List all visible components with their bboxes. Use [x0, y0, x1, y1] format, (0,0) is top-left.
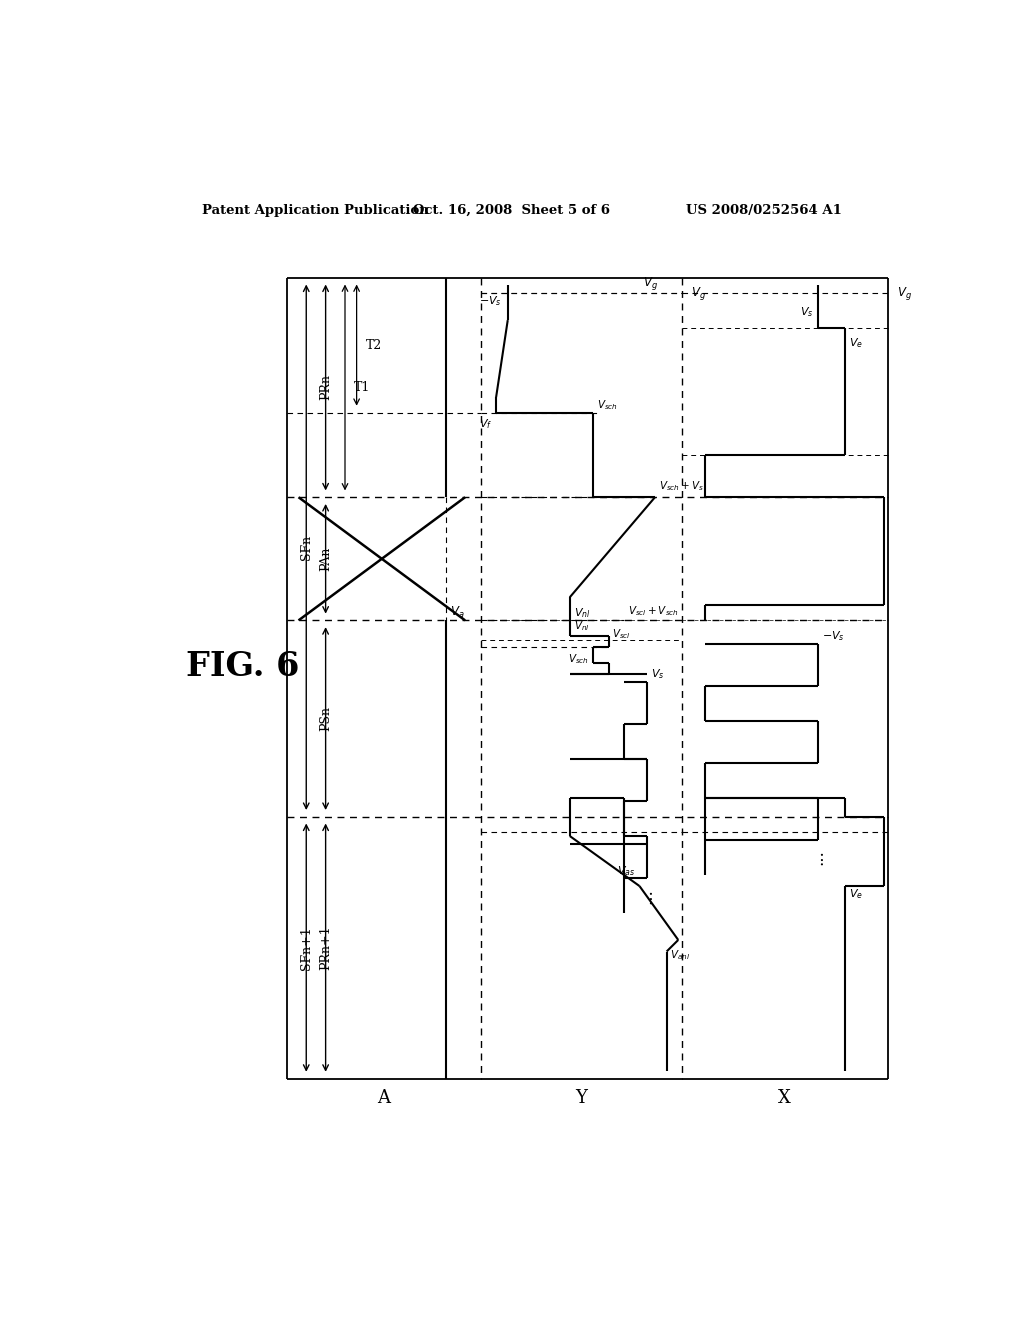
Text: $V_g$: $V_g$ — [643, 276, 658, 293]
Text: $V_{nl}$: $V_{nl}$ — [573, 606, 590, 619]
Text: $V_{sch}$: $V_{sch}$ — [597, 397, 617, 412]
Text: $V_{nl}$: $V_{nl}$ — [573, 619, 589, 634]
Text: $V_s$: $V_s$ — [801, 305, 814, 319]
Text: Oct. 16, 2008  Sheet 5 of 6: Oct. 16, 2008 Sheet 5 of 6 — [414, 205, 610, 218]
Text: FIG. 6: FIG. 6 — [186, 651, 299, 684]
Text: $V_s$: $V_s$ — [651, 668, 665, 681]
Text: PRn+1: PRn+1 — [319, 925, 332, 970]
Text: $V_e$: $V_e$ — [849, 887, 863, 900]
Text: $V_g$: $V_g$ — [691, 285, 707, 302]
Text: $V_{scl}$: $V_{scl}$ — [612, 627, 631, 642]
Text: $V_{sch}+V_s$: $V_{sch}+V_s$ — [658, 479, 705, 492]
Text: $V_{sch}$: $V_{sch}$ — [568, 652, 589, 665]
Text: SFn: SFn — [300, 535, 312, 560]
Text: PRn: PRn — [319, 375, 332, 400]
Text: SFn+1: SFn+1 — [300, 925, 312, 969]
Text: Patent Application Publication: Patent Application Publication — [202, 205, 428, 218]
Text: $V_a$: $V_a$ — [450, 605, 464, 620]
Text: A: A — [377, 1089, 390, 1106]
Text: $-V_s$: $-V_s$ — [821, 628, 845, 643]
Text: $V_f$: $V_f$ — [479, 417, 493, 430]
Text: $V_{as}$: $V_{as}$ — [617, 863, 636, 878]
Text: $V_e$: $V_e$ — [849, 337, 863, 350]
Text: $V_{anl}$: $V_{anl}$ — [671, 949, 690, 962]
Text: T2: T2 — [366, 339, 382, 351]
Text: PSn: PSn — [319, 706, 332, 731]
Text: ...: ... — [809, 850, 826, 866]
Text: Y: Y — [575, 1089, 588, 1106]
Text: ...: ... — [639, 888, 655, 904]
Text: US 2008/0252564 A1: US 2008/0252564 A1 — [686, 205, 842, 218]
Text: $V_{scl}+V_{sch}$: $V_{scl}+V_{sch}$ — [628, 605, 679, 618]
Text: $V_g$: $V_g$ — [897, 285, 911, 302]
Text: X: X — [778, 1089, 792, 1106]
Text: T1: T1 — [354, 381, 371, 393]
Text: PAn: PAn — [319, 546, 332, 572]
Text: $-V_s$: $-V_s$ — [479, 294, 502, 308]
